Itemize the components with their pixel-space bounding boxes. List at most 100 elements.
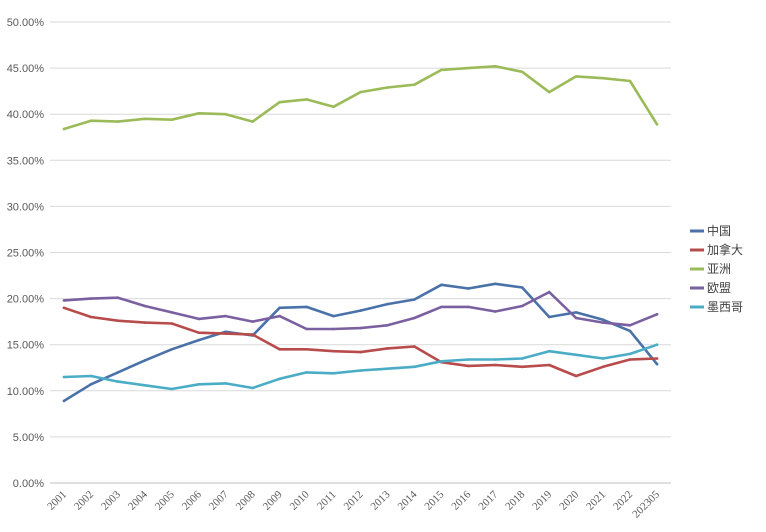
y-axis-ticks: 0.00% 5.00% 10.00% 15.00% 20.00% 25.00% 30.00%…	[7, 17, 45, 490]
x-tick-label: 2012	[342, 489, 366, 513]
legend-item: 墨西哥	[690, 300, 743, 314]
data-point	[332, 314, 335, 318]
x-tick-label: 2019	[530, 488, 554, 512]
data-point	[62, 375, 66, 379]
data-point	[467, 66, 470, 70]
data-point	[547, 315, 551, 319]
data-point	[494, 363, 497, 367]
data-point	[359, 309, 362, 312]
x-tick-label: 202305	[630, 488, 662, 520]
data-point	[251, 120, 254, 123]
data-point	[197, 383, 201, 386]
data-point	[574, 75, 578, 78]
legend-item: 中国	[690, 223, 731, 238]
data-point	[278, 306, 281, 310]
data-point	[170, 118, 174, 121]
y-tick-label: 0.00%	[13, 478, 44, 490]
data-point	[143, 359, 147, 362]
data-point	[197, 338, 201, 342]
data-point	[251, 386, 254, 390]
data-point	[520, 70, 524, 74]
data-point	[224, 314, 227, 318]
x-tick-label: 2008	[234, 488, 258, 512]
x-tick-label: 2004	[126, 488, 150, 512]
series-1	[62, 282, 659, 403]
data-point	[601, 318, 605, 322]
x-tick-label: 2011	[315, 489, 339, 513]
data-point	[89, 374, 93, 378]
y-tick-label: 45.00%	[7, 63, 45, 75]
data-point	[359, 350, 362, 354]
data-point	[332, 327, 335, 331]
y-tick-label: 40.00%	[7, 109, 45, 121]
data-point	[601, 76, 605, 80]
data-point	[467, 305, 470, 309]
data-point	[574, 374, 578, 378]
legend-label: 墨西哥	[707, 300, 743, 314]
data-point	[386, 324, 389, 327]
series-line	[62, 282, 659, 403]
data-point	[359, 90, 362, 94]
data-point	[440, 360, 443, 363]
data-point	[655, 343, 659, 347]
data-point	[413, 83, 416, 86]
x-tick-label: 2009	[261, 488, 285, 512]
data-point	[655, 357, 659, 360]
y-tick-label: 35.00%	[7, 155, 45, 167]
data-point	[224, 382, 227, 385]
y-tick-label: 50.00%	[7, 17, 45, 29]
data-point	[116, 371, 120, 374]
data-point	[520, 357, 524, 360]
x-axis-ticks: 2001 2002 2003 2004 2005 2006 2007 2008 2009 2010…	[45, 488, 662, 520]
data-point	[628, 358, 632, 361]
x-tick-label: 2005	[153, 488, 177, 512]
data-point	[494, 282, 497, 286]
data-point	[224, 332, 227, 335]
data-point	[655, 123, 659, 126]
y-tick-label: 5.00%	[13, 432, 44, 444]
data-point	[89, 119, 93, 122]
data-point	[278, 348, 281, 351]
data-point	[143, 117, 147, 121]
data-point	[278, 314, 281, 318]
data-point	[520, 286, 524, 289]
data-point	[494, 65, 497, 68]
data-point	[494, 358, 497, 361]
data-point	[197, 317, 201, 321]
data-point	[655, 362, 659, 366]
x-tick-label: 2001	[45, 489, 69, 513]
gridlines	[50, 21, 671, 484]
data-point	[116, 120, 120, 123]
data-point	[251, 333, 254, 336]
data-point	[197, 331, 201, 335]
data-point	[332, 349, 335, 353]
data-point	[440, 305, 443, 309]
data-point	[305, 327, 308, 331]
data-point	[170, 322, 174, 325]
data-point	[143, 304, 147, 308]
y-tick-label: 25.00%	[7, 248, 45, 260]
data-point	[413, 298, 416, 301]
data-point	[332, 372, 335, 375]
data-point	[628, 352, 632, 356]
data-point	[386, 367, 389, 371]
data-point	[440, 68, 443, 72]
data-point	[332, 105, 335, 109]
legend-item: 欧盟	[690, 281, 731, 295]
data-point	[467, 364, 470, 368]
data-point	[467, 287, 470, 290]
series-lines	[62, 65, 659, 403]
data-point	[116, 380, 120, 383]
data-point	[224, 112, 227, 116]
legend-label: 亚洲	[707, 262, 731, 276]
data-point	[359, 326, 362, 330]
data-point	[547, 290, 551, 294]
data-point	[628, 329, 632, 333]
legend-label: 欧盟	[707, 281, 731, 295]
x-tick-label: 2020	[557, 488, 581, 512]
x-tick-label: 2021	[584, 489, 608, 513]
data-point	[305, 348, 308, 351]
data-point	[628, 79, 632, 83]
